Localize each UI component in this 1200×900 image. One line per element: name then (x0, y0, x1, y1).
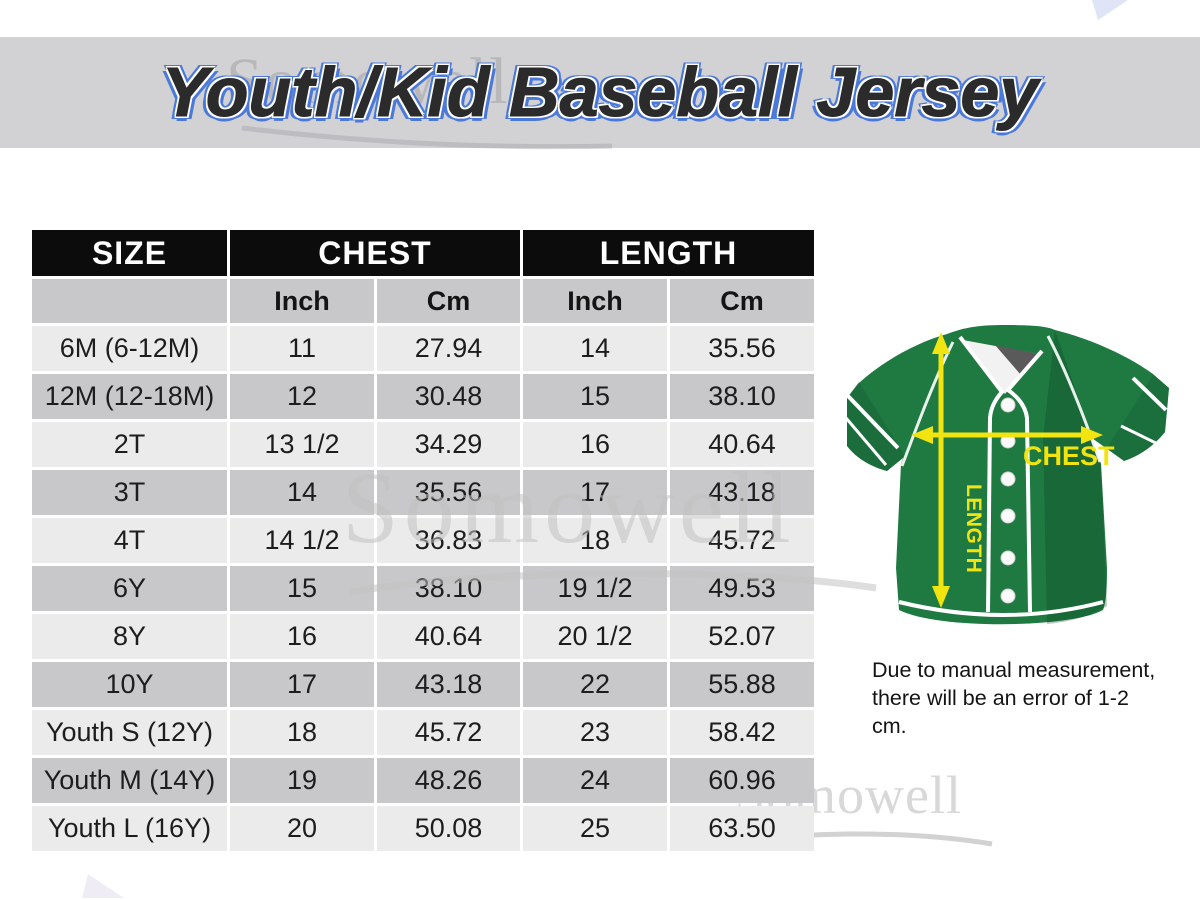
length-inch-cell: 25 (523, 806, 667, 851)
chest-cm-cell: 35.56 (377, 470, 520, 515)
length-inch-cell: 15 (523, 374, 667, 419)
measurement-note-line1: Due to manual measurement, (872, 658, 1156, 682)
table-row: 10Y 17 43.18 22 55.88 (32, 662, 814, 707)
chest-inch-cell: 12 (230, 374, 374, 419)
size-cell: 4T (32, 518, 227, 563)
table-row: Youth S (12Y) 18 45.72 23 58.42 (32, 710, 814, 755)
measurement-note-line2: there will be an error of 1-2 cm. (872, 686, 1129, 738)
length-cm-cell: 49.53 (670, 566, 814, 611)
chest-cm-cell: 40.64 (377, 614, 520, 659)
size-cell: 12M (12-18M) (32, 374, 227, 419)
jersey-shading (1043, 330, 1107, 624)
chest-cm-cell: 34.29 (377, 422, 520, 467)
length-cm-cell: 60.96 (670, 758, 814, 803)
chest-cm-cell: 38.10 (377, 566, 520, 611)
size-cell: 2T (32, 422, 227, 467)
chest-inch-cell: 19 (230, 758, 374, 803)
size-cell: 3T (32, 470, 227, 515)
chest-cm-cell: 30.48 (377, 374, 520, 419)
jersey-torso (896, 325, 1107, 625)
subheader-length-inch: Inch (523, 279, 667, 323)
table-row: 2T 13 1/2 34.29 16 40.64 (32, 422, 814, 467)
collar-shadow (995, 345, 1039, 375)
size-cell: Youth S (12Y) (32, 710, 227, 755)
chest-inch-cell: 14 1/2 (230, 518, 374, 563)
chest-cm-cell: 27.94 (377, 326, 520, 371)
length-cm-cell: 40.64 (670, 422, 814, 467)
subheader-length-cm: Cm (670, 279, 814, 323)
length-inch-cell: 18 (523, 518, 667, 563)
table-row: 3T 14 35.56 17 43.18 (32, 470, 814, 515)
corner-wisp-top-right (1092, 0, 1128, 20)
subheader-blank (32, 279, 227, 323)
chest-inch-cell: 16 (230, 614, 374, 659)
chest-inch-cell: 18 (230, 710, 374, 755)
length-inch-cell: 14 (523, 326, 667, 371)
chest-label: CHEST (1023, 441, 1115, 471)
length-inch-cell: 16 (523, 422, 667, 467)
length-cm-cell: 38.10 (670, 374, 814, 419)
length-inch-cell: 24 (523, 758, 667, 803)
length-inch-cell: 23 (523, 710, 667, 755)
col-header-size: SIZE (32, 230, 227, 276)
length-arrow-icon (932, 332, 950, 608)
table-row: 4T 14 1/2 36.83 18 45.72 (32, 518, 814, 563)
size-cell: Youth M (14Y) (32, 758, 227, 803)
subheader-chest-inch: Inch (230, 279, 374, 323)
corner-wisp-bottom-left (82, 874, 124, 898)
measurement-note: Due to manual measurement, there will be… (872, 656, 1162, 740)
jersey-illustration: CHEST LENGTH (844, 318, 1190, 652)
col-header-chest: CHEST (230, 230, 520, 276)
size-cell: Youth L (16Y) (32, 806, 227, 851)
jersey-piping (844, 335, 1168, 617)
chest-cm-cell: 36.83 (377, 518, 520, 563)
length-inch-cell: 20 1/2 (523, 614, 667, 659)
size-cell: 8Y (32, 614, 227, 659)
size-cell: 6M (6-12M) (32, 326, 227, 371)
table-row: Youth L (16Y) 20 50.08 25 63.50 (32, 806, 814, 851)
header-row: SIZE CHEST LENGTH (32, 230, 814, 276)
chest-inch-cell: 14 (230, 470, 374, 515)
chest-cm-cell: 45.72 (377, 710, 520, 755)
length-label: LENGTH (962, 484, 985, 573)
size-cell: 6Y (32, 566, 227, 611)
length-inch-cell: 19 1/2 (523, 566, 667, 611)
subheader-chest-cm: Cm (377, 279, 520, 323)
length-cm-cell: 55.88 (670, 662, 814, 707)
chest-inch-cell: 11 (230, 326, 374, 371)
subheader-row: Inch Cm Inch Cm (32, 279, 814, 323)
table-row: 6M (6-12M) 11 27.94 14 35.56 (32, 326, 814, 371)
jersey-svg: CHEST LENGTH (844, 325, 1169, 625)
chest-cm-cell: 50.08 (377, 806, 520, 851)
chest-inch-cell: 17 (230, 662, 374, 707)
chest-inch-cell: 15 (230, 566, 374, 611)
chest-inch-cell: 20 (230, 806, 374, 851)
col-header-length: LENGTH (523, 230, 814, 276)
table-row: 6Y 15 38.10 19 1/2 49.53 (32, 566, 814, 611)
length-cm-cell: 45.72 (670, 518, 814, 563)
length-cm-cell: 58.42 (670, 710, 814, 755)
length-cm-cell: 63.50 (670, 806, 814, 851)
chest-arrow-icon (911, 426, 1103, 444)
chest-inch-cell: 13 1/2 (230, 422, 374, 467)
length-cm-cell: 43.18 (670, 470, 814, 515)
table-row: 12M (12-18M) 12 30.48 15 38.10 (32, 374, 814, 419)
length-cm-cell: 52.07 (670, 614, 814, 659)
page-title: Youth/Kid Baseball Jersey (161, 53, 1039, 132)
chest-cm-cell: 43.18 (377, 662, 520, 707)
table-row: 8Y 16 40.64 20 1/2 52.07 (32, 614, 814, 659)
size-cell: 10Y (32, 662, 227, 707)
length-cm-cell: 35.56 (670, 326, 814, 371)
chest-cm-cell: 48.26 (377, 758, 520, 803)
length-inch-cell: 22 (523, 662, 667, 707)
length-inch-cell: 17 (523, 470, 667, 515)
size-chart-table: SIZE CHEST LENGTH Inch Cm Inch Cm 6M (6-… (29, 227, 817, 854)
table-row: Youth M (14Y) 19 48.26 24 60.96 (32, 758, 814, 803)
